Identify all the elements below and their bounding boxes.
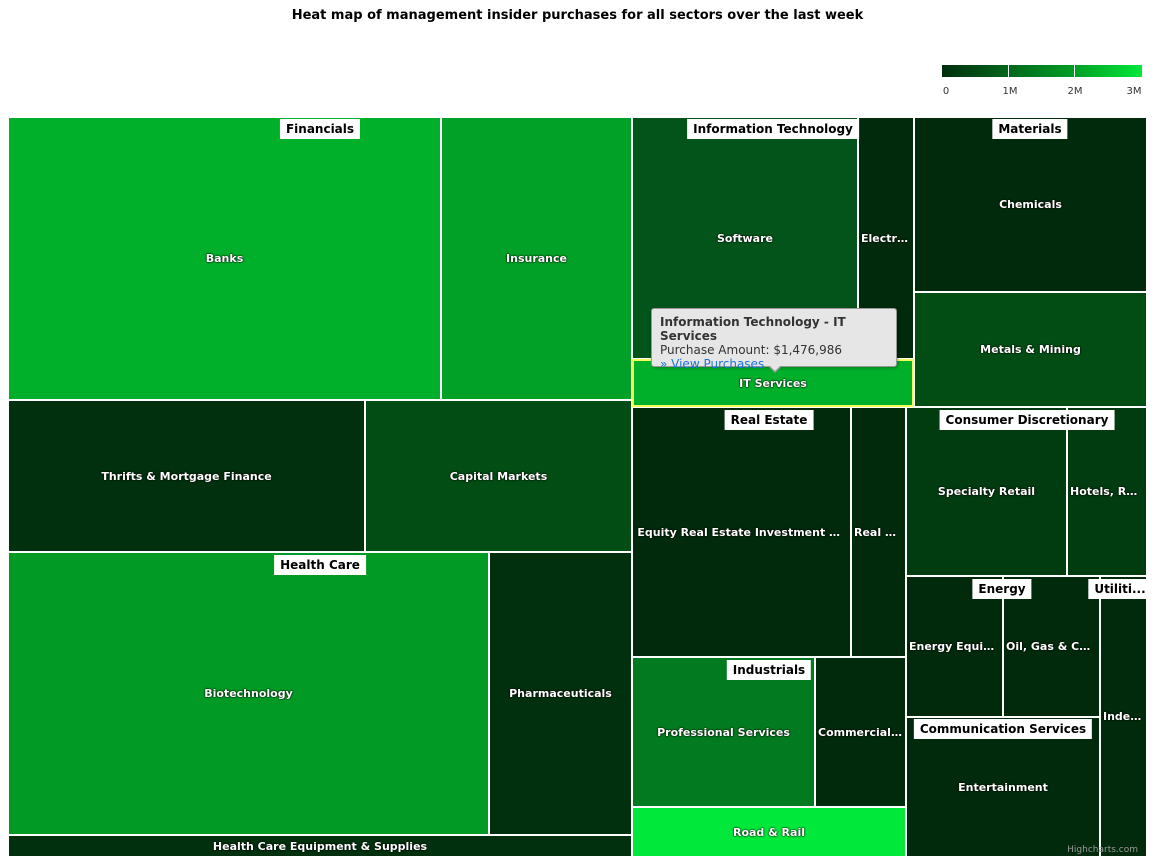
treemap-cell-commercial-services-supplies[interactable]: Commercial S... bbox=[815, 657, 906, 807]
treemap-cell-label: Hotels, Rest... bbox=[1070, 485, 1146, 498]
treemap-cell-real-estate-management-development[interactable]: Real Es... bbox=[851, 407, 906, 657]
treemap-cell-label: Thrifts & Mortgage Finance bbox=[101, 469, 272, 483]
sector-label-financials: Financials bbox=[279, 119, 361, 139]
treemap-cell-specialty-retail[interactable]: Specialty Retail bbox=[906, 407, 1067, 576]
view-purchases-link[interactable]: » View Purchases bbox=[660, 357, 765, 371]
treemap-cell-professional-services[interactable]: Professional Services bbox=[632, 657, 815, 807]
tooltip: Information Technology - IT Services Pur… bbox=[651, 308, 897, 373]
treemap-cell-energy-equipment-services[interactable]: Energy Equipm... bbox=[906, 576, 1003, 717]
treemap-cell-label: Commercial S... bbox=[818, 725, 905, 739]
treemap-cell-label: Electro... bbox=[861, 231, 913, 245]
treemap-cell-road-rail[interactable]: Road & Rail bbox=[632, 807, 906, 857]
legend-divider bbox=[1008, 65, 1009, 77]
treemap-cell-label: Chemicals bbox=[999, 198, 1062, 211]
treemap-cell-label: Energy Equipm... bbox=[909, 640, 1002, 653]
treemap-cell-entertainment[interactable]: Entertainment bbox=[906, 717, 1100, 857]
treemap-cell-banks[interactable]: Banks bbox=[8, 117, 441, 400]
treemap-cell-hotels-restaurants-leisure[interactable]: Hotels, Rest... bbox=[1067, 407, 1147, 576]
sector-label-information-technology: Information Technology bbox=[687, 119, 859, 139]
sector-label-materials: Materials bbox=[992, 119, 1068, 139]
tooltip-title: Information Technology - IT Services bbox=[660, 315, 846, 343]
sector-label-communication-services: Communication Services bbox=[913, 719, 1093, 739]
legend-divider bbox=[1074, 65, 1075, 77]
sector-label-utilities: Utiliti... bbox=[1088, 579, 1152, 599]
treemap-cell-equity-real-estate-investment-trusts[interactable]: Equity Real Estate Investment Trusts bbox=[632, 407, 851, 657]
treemap-cell-label: Insurance bbox=[506, 252, 567, 265]
treemap-cell-chemicals[interactable]: Chemicals bbox=[914, 117, 1147, 292]
treemap-cell-label: Banks bbox=[205, 252, 244, 265]
sector-label-health-care: Health Care bbox=[274, 555, 366, 575]
treemap-cell-label: Indep... bbox=[1103, 710, 1146, 723]
color-legend: 0 1M 2M 3M bbox=[942, 65, 1142, 97]
treemap-cell-label: IT Services bbox=[739, 376, 807, 390]
treemap-cell-insurance[interactable]: Insurance bbox=[441, 117, 632, 400]
treemap-cell-label: Entertainment bbox=[958, 780, 1048, 794]
treemap-cell-label: Health Care Equipment & Supplies bbox=[212, 839, 428, 853]
sector-label-energy: Energy bbox=[972, 579, 1032, 599]
treemap-cell-label: Real Es... bbox=[854, 525, 905, 539]
treemap-cell-health-care-equipment-supplies[interactable]: Health Care Equipment & Supplies bbox=[8, 835, 632, 857]
treemap-cell-label: Specialty Retail bbox=[937, 485, 1036, 498]
treemap-cell-capital-markets[interactable]: Capital Markets bbox=[365, 400, 632, 552]
legend-tick-1m: 1M bbox=[1002, 86, 1018, 97]
treemap-cell-pharmaceuticals[interactable]: Pharmaceuticals bbox=[489, 552, 632, 835]
treemap-cell-label: Professional Services bbox=[657, 725, 790, 739]
treemap-cell-independent-power-producers[interactable]: Indep... bbox=[1100, 576, 1147, 857]
legend-gradient-bar bbox=[942, 65, 1142, 77]
tooltip-caret bbox=[768, 365, 782, 373]
treemap-cell-label: Pharmaceuticals bbox=[509, 687, 612, 700]
sector-label-consumer-discretionary: Consumer Discretionary bbox=[939, 410, 1115, 430]
treemap-cell-metals-mining[interactable]: Metals & Mining bbox=[914, 292, 1147, 407]
treemap-cell-label: Software bbox=[717, 231, 773, 245]
treemap-cell-thrifts-mortgage-finance[interactable]: Thrifts & Mortgage Finance bbox=[8, 400, 365, 552]
treemap-cell-label: Oil, Gas & Con... bbox=[1006, 640, 1099, 653]
treemap-cell-biotechnology[interactable]: Biotechnology bbox=[8, 552, 489, 835]
tooltip-purchase-amount: Purchase Amount: $1,476,986 bbox=[660, 343, 843, 357]
chart-title: Heat map of management insider purchases… bbox=[291, 8, 864, 23]
treemap-cell-label: Capital Markets bbox=[449, 469, 548, 483]
sector-label-industrials: Industrials bbox=[726, 660, 812, 680]
sector-label-real-estate: Real Estate bbox=[724, 410, 814, 430]
treemap-cell-label: Metals & Mining bbox=[980, 343, 1081, 356]
treemap-cell-oil-gas-consumable-fuels[interactable]: Oil, Gas & Con... bbox=[1003, 576, 1100, 717]
legend-tick-3m: 3M bbox=[1126, 86, 1142, 97]
legend-tick-2m: 2M bbox=[1067, 86, 1083, 97]
treemap-cell-label: Biotechnology bbox=[204, 687, 293, 700]
legend-tick-0: 0 bbox=[942, 86, 950, 97]
treemap-cell-label: Equity Real Estate Investment Trusts bbox=[637, 525, 848, 539]
highcharts-credits[interactable]: Highcharts.com bbox=[1067, 845, 1138, 855]
treemap-cell-label: Road & Rail bbox=[732, 825, 805, 839]
